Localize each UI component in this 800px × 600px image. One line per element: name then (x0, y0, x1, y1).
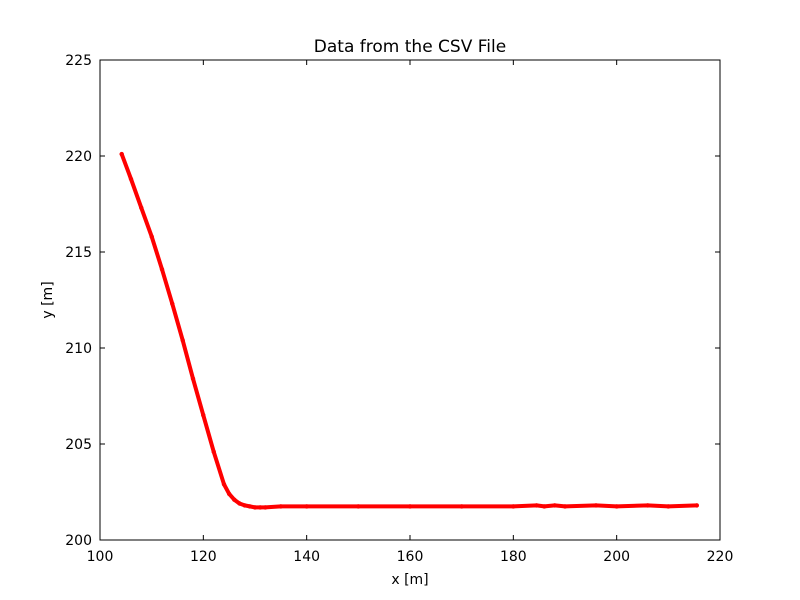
x-tick-label: 220 (707, 549, 734, 565)
data-point (552, 503, 557, 508)
data-point (694, 503, 699, 508)
y-tick-label: 205 (65, 437, 92, 453)
data-point (304, 504, 309, 509)
data-point (119, 151, 124, 157)
data-series-layer (119, 151, 699, 510)
data-point (459, 504, 464, 509)
data-point (407, 504, 413, 509)
y-axis-label: y [m] (40, 281, 56, 318)
data-point (666, 504, 671, 509)
data-point (511, 504, 516, 509)
axis-ticks: 100 120 140 160 180 200 220 200 205 210 215 220 225 (65, 53, 733, 565)
data-point (645, 503, 650, 508)
data-point (159, 267, 165, 272)
data-point (237, 501, 242, 506)
data-point (170, 301, 175, 306)
data-point (211, 449, 216, 454)
chart-title: Data from the CSV File (314, 37, 506, 57)
x-tick-label: 100 (87, 549, 114, 565)
data-point (128, 176, 134, 182)
data-point (593, 503, 599, 508)
data-point (247, 504, 252, 509)
data-point (542, 504, 547, 509)
data-point (252, 505, 258, 510)
data-point (263, 505, 268, 510)
data-point (180, 338, 185, 343)
x-tick-label: 200 (603, 549, 630, 565)
data-point (139, 205, 144, 210)
data-point (190, 376, 196, 381)
data-point (149, 234, 154, 239)
data-point (562, 504, 568, 509)
data-point (356, 504, 361, 509)
y-tick-label: 215 (65, 245, 92, 261)
data-point (278, 504, 283, 509)
data-point (221, 482, 227, 487)
y-tick-label: 225 (65, 53, 92, 69)
y-tick-label: 200 (65, 533, 92, 549)
x-tick-label: 140 (293, 549, 320, 565)
data-point (232, 497, 237, 502)
data-point (534, 503, 539, 508)
y-tick-label: 220 (65, 149, 92, 165)
data-point (614, 504, 619, 509)
x-tick-label: 180 (500, 549, 527, 565)
data-point (201, 413, 206, 418)
plot-frame (99, 59, 721, 541)
data-point (227, 491, 232, 497)
series-line (119, 152, 699, 510)
data-point (242, 503, 247, 508)
y-tick-label: 210 (65, 341, 92, 357)
x-axis-label: x [m] (391, 572, 428, 588)
x-tick-label: 160 (397, 549, 424, 565)
data-point (258, 505, 263, 510)
x-tick-label: 120 (190, 549, 217, 565)
